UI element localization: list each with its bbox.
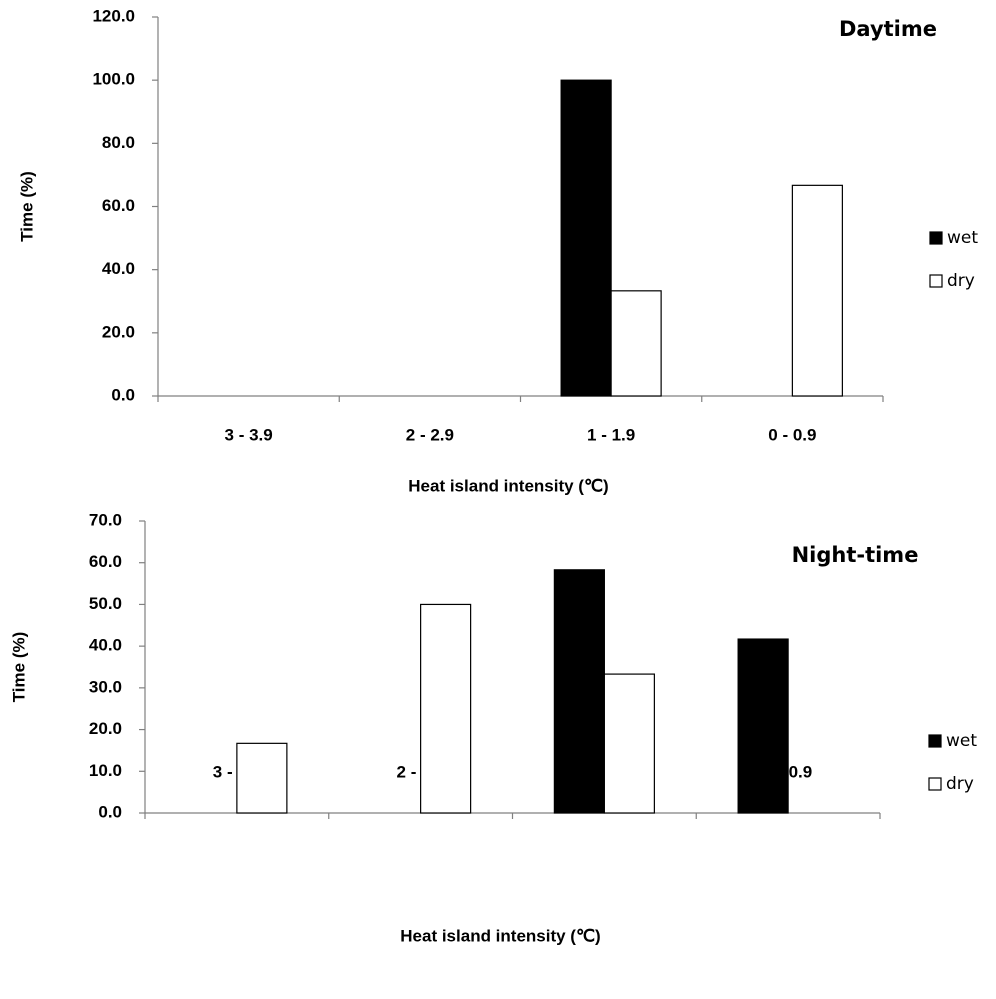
x-axis-label: Heat island intensity (℃): [408, 476, 608, 495]
chart-title: Daytime: [839, 17, 937, 41]
x-tick-label: 0 - 0.9: [768, 425, 816, 444]
bar: [553, 569, 605, 814]
y-tick-label: 20.0: [89, 719, 122, 738]
legend-swatch: [929, 231, 943, 245]
legend-label: wet: [947, 228, 978, 248]
legend-swatch: [928, 734, 942, 748]
legend-label: dry: [947, 271, 975, 291]
legend-swatch: [928, 777, 942, 791]
y-tick-label: 30.0: [89, 677, 122, 696]
x-axis-label: Heat island intensity (℃): [400, 926, 600, 945]
bar: [236, 742, 288, 814]
y-tick-label: 40.0: [89, 636, 122, 655]
bar: [610, 290, 662, 397]
y-tick-label: 60.0: [89, 552, 122, 571]
bar: [603, 673, 655, 814]
chart-title: Night-time: [792, 543, 919, 567]
legend-label: wet: [946, 731, 977, 751]
bar: [791, 184, 843, 397]
x-tick-label: 2 - 2.9: [406, 425, 454, 444]
y-tick-label: 0.0: [111, 385, 135, 404]
bar: [560, 79, 612, 397]
y-axis-label: Time (%): [9, 632, 28, 703]
y-tick-label: 100.0: [92, 70, 135, 89]
y-tick-label: 0.0: [98, 802, 122, 821]
y-tick-label: 70.0: [89, 510, 122, 529]
y-tick-label: 40.0: [102, 259, 135, 278]
bar: [420, 603, 472, 814]
legend-label: dry: [946, 774, 974, 794]
y-tick-label: 80.0: [102, 133, 135, 152]
legend-swatch: [929, 274, 943, 288]
y-tick-label: 60.0: [102, 196, 135, 215]
y-tick-label: 20.0: [102, 322, 135, 341]
y-axis-label: Time (%): [17, 171, 36, 242]
bar: [737, 638, 789, 814]
y-tick-label: 50.0: [89, 594, 122, 613]
y-tick-label: 120.0: [92, 6, 135, 25]
x-tick-label: 3 - 3.9: [225, 425, 273, 444]
y-tick-label: 10.0: [89, 761, 122, 780]
x-tick-label: 1 - 1.9: [587, 425, 635, 444]
